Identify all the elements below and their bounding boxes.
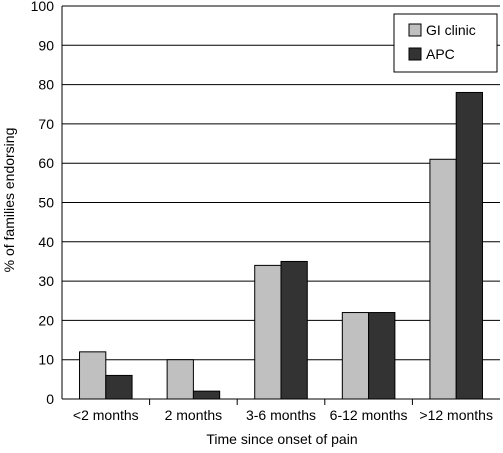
x-tick-label: 2 months [165,407,223,423]
y-tick-label: 80 [38,77,54,93]
y-axis-title: % of families endorsing [1,128,17,273]
x-tick-label: 6-12 months [330,407,408,423]
y-tick-label: 70 [38,116,54,132]
axes [61,6,500,405]
y-tick-label: 10 [38,352,54,368]
x-axis-title: Time since onset of pain [206,431,357,447]
y-tick-label: 30 [38,273,54,289]
bar-gi-clinic [429,158,457,400]
legend: GI clinic APC [393,13,498,73]
y-tick-label: 60 [38,155,54,171]
bar-gi-clinic [341,312,370,400]
y-tick-label: 90 [38,37,54,53]
x-tick-label: 3-6 months [246,407,316,423]
legend-label-apc: APC [426,46,455,62]
grid-lines [62,5,500,361]
bar-apc [455,91,483,400]
legend-label-gi-clinic: GI clinic [426,22,476,38]
bars [79,91,483,400]
bar-gi-clinic [166,359,194,400]
y-tick-label: 50 [38,195,54,211]
bar-apc [192,390,221,400]
legend-swatch-gi-clinic [408,23,422,37]
legend-swatch-apc [408,47,422,61]
y-tick-label: 20 [38,312,54,328]
x-tick-label: >12 months [419,407,493,423]
y-tick-label: 100 [31,0,55,14]
bar-apc [368,312,396,400]
y-tick-label: 0 [46,391,54,407]
bar-gi-clinic [254,264,282,400]
bar-apc [105,374,133,400]
bar-gi-clinic [79,351,107,400]
y-tick-labels: 0 10 20 30 40 50 60 70 80 90 100 [31,0,55,407]
x-tick-label: <2 months [73,407,139,423]
bar-apc [280,260,308,400]
y-tick-label: 40 [38,234,54,250]
x-tick-labels: <2 months 2 months 3-6 months 6-12 months >1… [73,407,493,423]
